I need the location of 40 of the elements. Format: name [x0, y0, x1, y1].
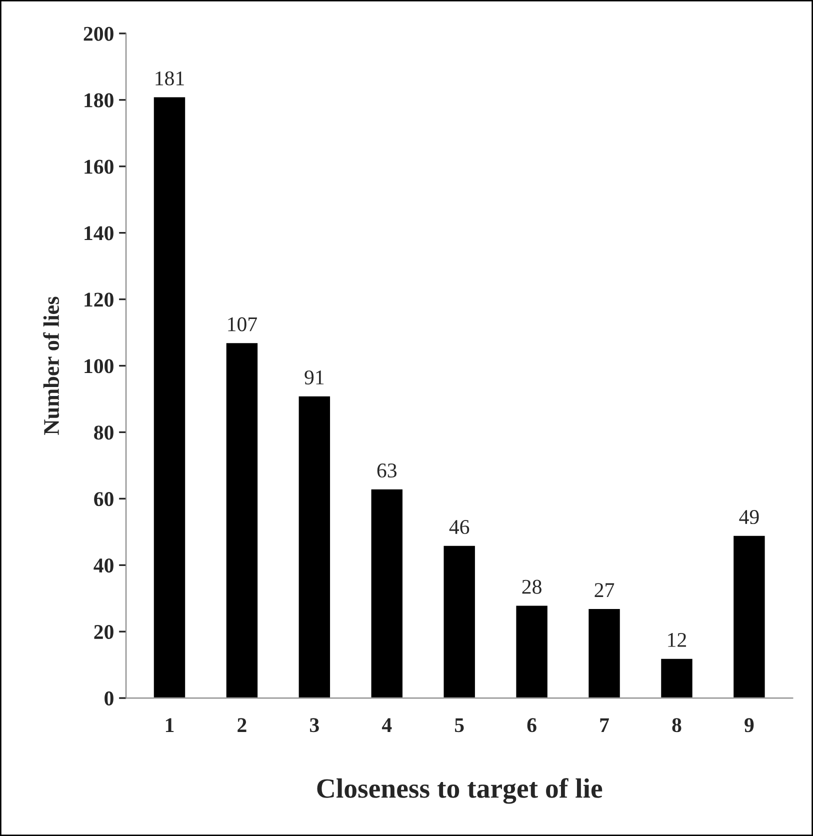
y-tick-label: 80: [94, 426, 114, 440]
x-tick-label: 3: [310, 718, 319, 732]
bar: [732, 534, 766, 698]
x-tick-label: 4: [382, 718, 392, 732]
y-tick-label: 60: [94, 492, 114, 506]
x-tick-label: 8: [672, 718, 682, 732]
bar: [297, 394, 332, 698]
y-tick-label: 140: [84, 226, 114, 240]
x-tick-label: 6: [527, 718, 536, 732]
y-axis-title: Number of lies: [43, 296, 60, 435]
data-label: 27: [594, 583, 614, 597]
data-label: 107: [228, 317, 257, 332]
bar: [660, 657, 694, 698]
x-axis-title: Closeness to target of lie: [317, 778, 602, 804]
y-tick-label: 180: [84, 93, 114, 108]
x-tick-label: 9: [744, 718, 754, 732]
data-label: 46: [449, 520, 470, 534]
y-tick-label: 20: [94, 624, 114, 640]
y-tick-label: 160: [84, 160, 114, 174]
x-tick-label: 1: [166, 718, 174, 732]
data-label: 12: [668, 633, 686, 647]
bar: [224, 342, 259, 698]
x-tick-label: 7: [600, 718, 609, 732]
x-tick-label: 2: [238, 718, 246, 732]
bar: [442, 544, 476, 698]
bar: [514, 604, 549, 698]
data-label: 91: [304, 370, 324, 384]
data-label: 49: [739, 510, 759, 524]
bar: [587, 608, 622, 698]
data-label: 28: [522, 580, 542, 594]
bar: [152, 96, 186, 698]
bar: [370, 488, 404, 698]
y-tick-label: 200: [84, 26, 114, 41]
y-tick-label: 40: [94, 558, 114, 573]
y-tick-label: 120: [84, 292, 114, 307]
data-label: 63: [377, 464, 396, 478]
y-tick-label: 0: [104, 691, 114, 706]
y-tick-label: 100: [84, 359, 114, 374]
data-label: 181: [156, 71, 184, 86]
x-tick-label: 5: [454, 718, 464, 732]
